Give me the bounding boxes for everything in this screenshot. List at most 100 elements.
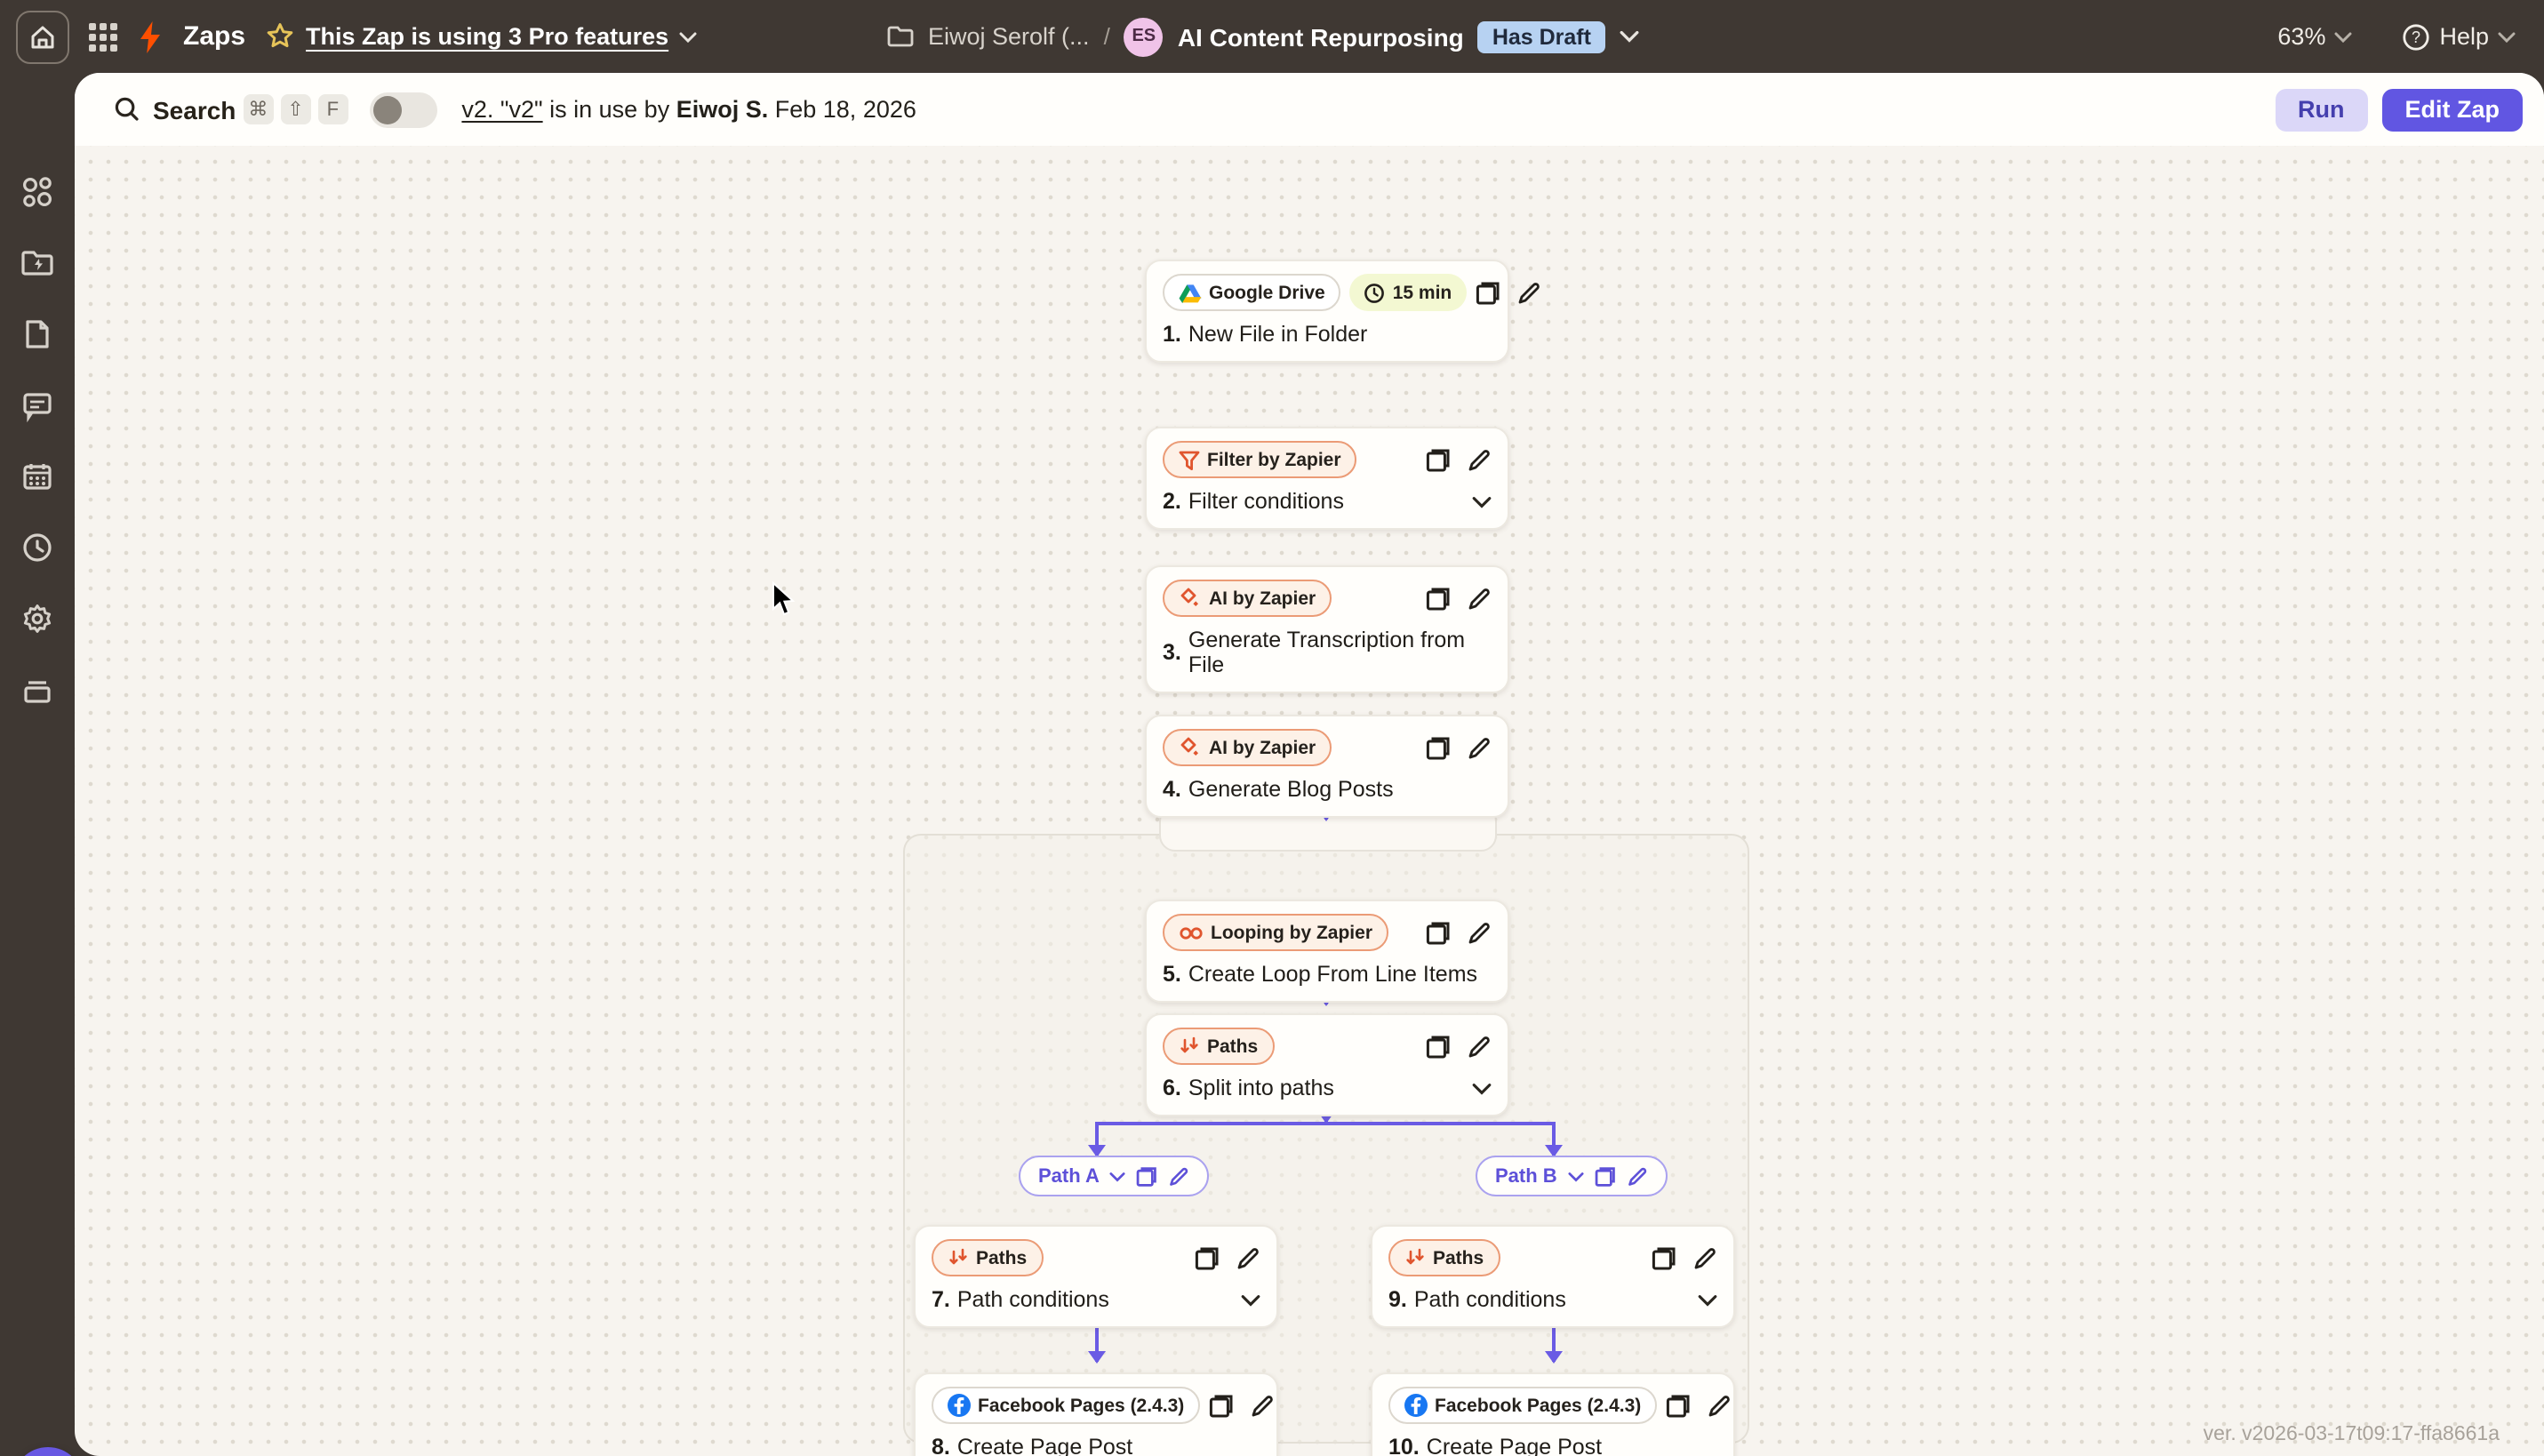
copy-icon[interactable] bbox=[1595, 1165, 1616, 1187]
copilot-button[interactable] bbox=[12, 1447, 84, 1456]
step-card-3[interactable]: AI by Zapier 3. Generate Transcription fr… bbox=[1145, 565, 1509, 693]
ai-sparkle-icon bbox=[1180, 737, 1198, 756]
page-icon[interactable] bbox=[20, 316, 55, 352]
app-pill-ai: AI by Zapier bbox=[1163, 580, 1332, 617]
ai-sparkle-icon bbox=[1180, 588, 1198, 606]
expand-chevron-icon[interactable] bbox=[1472, 495, 1492, 508]
version-toggle[interactable] bbox=[369, 92, 437, 127]
editor-panel: Search ⌘ ⇧ F v2. "v2" is in use by Eiwoj… bbox=[75, 73, 2544, 1456]
shift-keycap: ⇧ bbox=[280, 94, 311, 124]
path-chevron-icon[interactable] bbox=[1110, 1171, 1126, 1181]
cmd-keycap: ⌘ bbox=[243, 94, 274, 124]
step-title: Filter conditions bbox=[1188, 489, 1344, 514]
help-chevron-down-icon bbox=[2498, 31, 2516, 42]
expand-chevron-icon[interactable] bbox=[1241, 1293, 1260, 1306]
copy-icon[interactable] bbox=[1426, 1034, 1451, 1059]
zap-title[interactable]: AI Content Repurposing bbox=[1177, 22, 1464, 51]
step-card-5[interactable]: Looping by Zapier 5. Create Loop From Lin… bbox=[1145, 900, 1509, 1003]
step-title: Generate Transcription from File bbox=[1188, 628, 1466, 677]
step-number: 6. bbox=[1163, 1076, 1181, 1100]
edit-icon[interactable] bbox=[1236, 1245, 1260, 1270]
step-card-2[interactable]: Filter by Zapier 2. Filter conditions bbox=[1145, 427, 1509, 530]
archive-icon[interactable] bbox=[20, 672, 55, 708]
copy-icon[interactable] bbox=[1209, 1393, 1234, 1418]
app-pill-paths: Paths bbox=[1163, 1028, 1275, 1065]
path-chevron-icon[interactable] bbox=[1568, 1171, 1584, 1181]
app-pill-looping: Looping by Zapier bbox=[1163, 914, 1388, 951]
zap-folder-icon[interactable] bbox=[20, 245, 55, 281]
help-label: Help bbox=[2439, 23, 2489, 50]
path-a-label: Path A bbox=[1038, 1165, 1100, 1187]
copy-icon[interactable] bbox=[1666, 1393, 1691, 1418]
owner-avatar: ES bbox=[1124, 17, 1164, 56]
copy-icon[interactable] bbox=[1426, 447, 1451, 472]
zapier-bolt-icon bbox=[140, 20, 160, 52]
app-switcher-icon[interactable] bbox=[89, 22, 117, 51]
svg-text:?: ? bbox=[2412, 28, 2420, 45]
copy-icon[interactable] bbox=[1652, 1245, 1676, 1270]
history-icon[interactable] bbox=[20, 530, 55, 565]
edit-icon[interactable] bbox=[1692, 1245, 1717, 1270]
f-keycap: F bbox=[317, 94, 348, 124]
notes-icon[interactable] bbox=[20, 388, 55, 423]
copy-icon[interactable] bbox=[1475, 280, 1500, 305]
copy-icon[interactable] bbox=[1426, 735, 1451, 760]
edit-icon[interactable] bbox=[1467, 586, 1492, 611]
edit-icon[interactable] bbox=[1467, 735, 1492, 760]
breadcrumb-separator: / bbox=[1103, 23, 1110, 50]
copy-icon[interactable] bbox=[1195, 1245, 1220, 1270]
step-title: Split into paths bbox=[1188, 1076, 1334, 1100]
run-button[interactable]: Run bbox=[2275, 88, 2368, 131]
calendar-icon[interactable] bbox=[20, 459, 55, 494]
copy-icon[interactable] bbox=[1426, 920, 1451, 945]
zoom-level-dropdown[interactable]: 63% bbox=[2277, 23, 2352, 50]
path-a-pill[interactable]: Path A bbox=[1019, 1156, 1210, 1196]
edit-icon[interactable] bbox=[1467, 447, 1492, 472]
search-control[interactable]: Search bbox=[114, 95, 236, 124]
help-menu[interactable]: ? Help bbox=[2402, 22, 2516, 51]
edit-icon[interactable] bbox=[1467, 1034, 1492, 1059]
step-number: 3. bbox=[1163, 640, 1181, 665]
edit-icon[interactable] bbox=[1516, 280, 1540, 305]
branch-arrow-b bbox=[1545, 1122, 1563, 1157]
edit-icon[interactable] bbox=[1707, 1393, 1732, 1418]
app-pill-ai: AI by Zapier bbox=[1163, 729, 1332, 766]
step-card-9[interactable]: Paths 9. Path conditions bbox=[1371, 1225, 1735, 1328]
title-chevron-down-icon[interactable] bbox=[1620, 30, 1639, 43]
connector-arrow bbox=[1545, 1319, 1563, 1364]
copy-icon[interactable] bbox=[1426, 586, 1451, 611]
edit-icon[interactable] bbox=[1169, 1165, 1190, 1187]
search-icon bbox=[115, 97, 139, 121]
facebook-icon bbox=[948, 1394, 971, 1417]
product-title: Zaps bbox=[183, 21, 246, 52]
edit-icon[interactable] bbox=[1467, 920, 1492, 945]
step-card-4[interactable]: AI by Zapier 4. Generate Blog Posts bbox=[1145, 715, 1509, 818]
star-icon bbox=[267, 23, 293, 48]
breadcrumb-folder[interactable]: Eiwoj Serolf (... bbox=[928, 23, 1090, 50]
settings-icon[interactable] bbox=[20, 601, 55, 636]
expand-chevron-icon[interactable] bbox=[1698, 1293, 1717, 1306]
path-b-pill[interactable]: Path B bbox=[1476, 1156, 1668, 1196]
help-icon: ? bbox=[2403, 23, 2430, 50]
zap-canvas[interactable]: Google Drive 15 min 1. New File in Folder bbox=[75, 146, 2544, 1456]
step-title: Path conditions bbox=[956, 1287, 1109, 1312]
version-link[interactable]: v2. "v2" bbox=[461, 96, 543, 123]
paths-icon bbox=[949, 1247, 967, 1264]
step-card-6[interactable]: Paths 6. Split into paths bbox=[1145, 1013, 1509, 1116]
edit-icon[interactable] bbox=[1250, 1393, 1275, 1418]
edit-zap-button[interactable]: Edit Zap bbox=[2381, 88, 2523, 131]
home-button[interactable] bbox=[16, 10, 69, 63]
step-card-7[interactable]: Paths 7. Path conditions bbox=[914, 1225, 1278, 1328]
steps-icon[interactable] bbox=[20, 174, 55, 210]
step-card-10[interactable]: Facebook Pages (2.4.3) 10. Create Page Po… bbox=[1371, 1372, 1735, 1456]
pro-features-banner[interactable]: This Zap is using 3 Pro features bbox=[265, 21, 697, 52]
step-card-1[interactable]: Google Drive 15 min 1. New File in Folder bbox=[1145, 260, 1540, 363]
expand-chevron-icon[interactable] bbox=[1472, 1082, 1492, 1094]
copy-icon[interactable] bbox=[1137, 1165, 1158, 1187]
step-card-8[interactable]: Facebook Pages (2.4.3) 8. Create Page Pos… bbox=[914, 1372, 1278, 1456]
step-number: 7. bbox=[932, 1287, 950, 1312]
looping-icon bbox=[1180, 926, 1203, 939]
edit-icon[interactable] bbox=[1627, 1165, 1648, 1187]
app-pill-google-drive: Google Drive bbox=[1163, 274, 1341, 311]
